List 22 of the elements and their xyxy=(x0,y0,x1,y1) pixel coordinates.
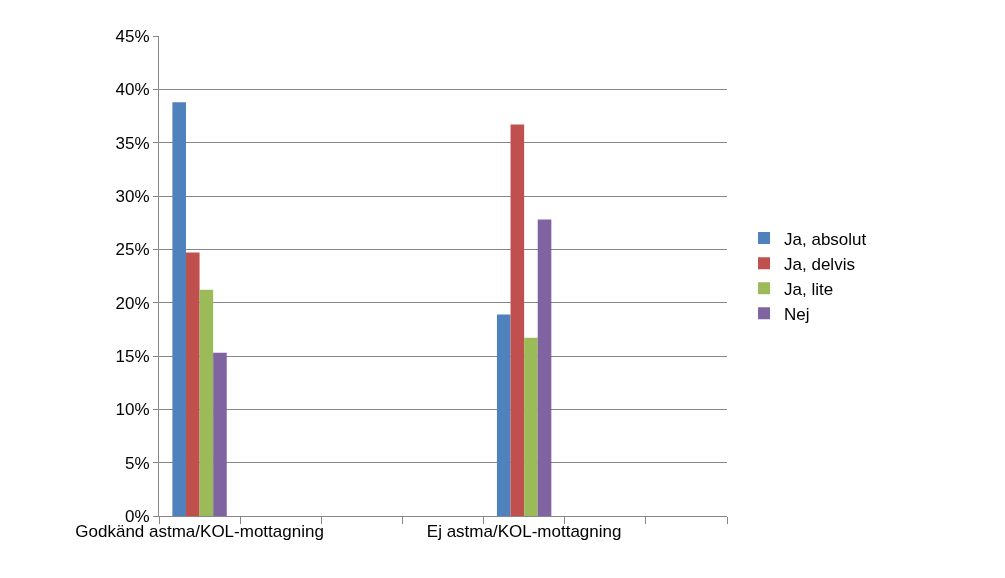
x-tick-label: Ej astma/KOL-mottagning xyxy=(426,522,622,542)
bar xyxy=(510,124,525,516)
bar xyxy=(496,314,511,516)
bar xyxy=(185,252,200,516)
bar xyxy=(524,337,538,516)
y-tick-label: 25% xyxy=(115,240,150,260)
bar xyxy=(537,219,552,516)
y-tick-label: 35% xyxy=(115,133,150,153)
bar xyxy=(213,352,227,516)
bar xyxy=(172,102,186,516)
y-tick-label: 10% xyxy=(115,400,150,420)
y-tick-label: 15% xyxy=(115,346,150,366)
y-tick-label: 5% xyxy=(125,453,150,473)
legend-label: Ja, lite xyxy=(784,279,834,299)
legend-label: Ja, delvis xyxy=(784,254,855,274)
y-tick-label: 20% xyxy=(115,293,150,313)
legend-label: Ja, absolut xyxy=(784,229,867,249)
legend-label: Nej xyxy=(784,304,810,324)
y-tick-label: 30% xyxy=(115,186,150,206)
y-tick-label: 40% xyxy=(115,80,150,100)
y-tick-label: 45% xyxy=(115,26,150,46)
bar xyxy=(199,289,214,516)
